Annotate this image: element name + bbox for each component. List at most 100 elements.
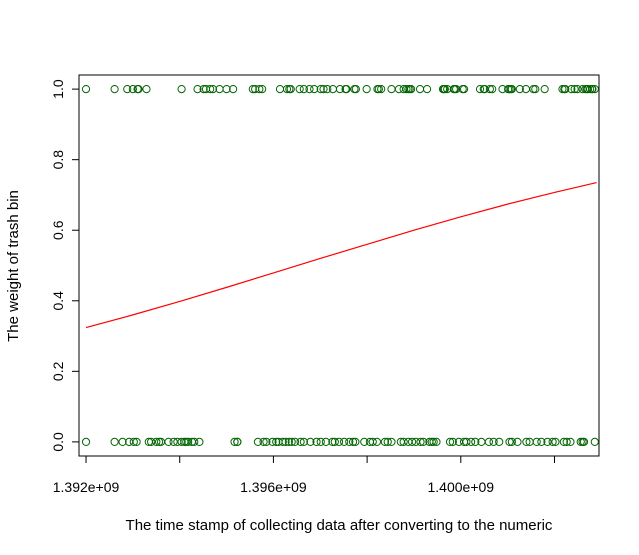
data-point: [281, 437, 290, 446]
data-point: [348, 437, 358, 446]
data-point: [416, 437, 425, 446]
data-point: [351, 437, 360, 446]
data-point: [588, 85, 597, 94]
data-point: [206, 85, 215, 94]
data-point: [407, 437, 417, 446]
y-axis: 0.0 0.2 0.4 0.6 0.8 1.0: [50, 79, 80, 452]
data-point: [484, 437, 494, 446]
data-point: [340, 437, 349, 446]
data-point: [548, 437, 557, 446]
data-point: [345, 437, 354, 446]
data-point: [272, 437, 281, 446]
data-point: [515, 85, 524, 94]
data-point: [259, 437, 268, 446]
data-point: [299, 85, 308, 94]
data-point: [488, 85, 497, 94]
data-point: [537, 437, 546, 446]
data-point: [432, 437, 441, 446]
data-point: [132, 437, 141, 446]
y-tick-label: 0.8: [50, 150, 66, 170]
data-point: [570, 85, 579, 94]
data-point: [258, 85, 267, 94]
data-point: [255, 85, 264, 94]
data-point: [579, 437, 589, 446]
plot-frame: [78, 74, 600, 457]
data-point: [440, 85, 449, 94]
data-point: [452, 85, 461, 94]
data-point: [295, 85, 304, 94]
data-point: [467, 437, 476, 446]
data-point: [334, 437, 344, 446]
data-point: [195, 437, 204, 446]
x-tick-label: 1.400e+09: [428, 479, 495, 495]
data-point: [142, 85, 151, 94]
data-point: [312, 437, 321, 446]
data-point: [248, 85, 257, 94]
data-point: [118, 437, 127, 446]
data-point: [262, 437, 271, 446]
data-point: [475, 85, 485, 94]
data-point: [222, 85, 231, 94]
data-point: [128, 85, 137, 94]
data-point: [387, 85, 396, 94]
data-point: [543, 437, 552, 446]
fitted-curve: [85, 182, 597, 329]
x-tick-label: 1.396e+09: [240, 479, 307, 495]
data-point: [330, 437, 339, 446]
data-point: [407, 85, 416, 94]
data-point: [513, 437, 522, 446]
data-point: [362, 85, 371, 94]
data-point: [471, 437, 480, 446]
data-point: [372, 437, 382, 446]
data-point: [368, 437, 377, 446]
data-point: [316, 437, 325, 446]
data-point: [110, 85, 119, 94]
data-point: [323, 85, 332, 94]
data-point: [296, 437, 305, 446]
data-point: [415, 85, 425, 94]
data-point: [485, 85, 494, 94]
data-point: [532, 437, 541, 446]
data-point: [134, 85, 143, 94]
data-point: [177, 437, 186, 446]
data-point: [190, 437, 199, 446]
data-point: [306, 437, 315, 446]
data-point: [561, 85, 570, 94]
data-point: [429, 437, 438, 446]
data-point: [374, 85, 383, 94]
data-point: [328, 437, 337, 446]
data-point: [590, 437, 599, 446]
data-point: [184, 437, 193, 446]
data-point: [522, 437, 531, 446]
data-point: [177, 85, 186, 94]
data-point: [310, 85, 319, 94]
data-point: [81, 437, 91, 446]
data-point: [495, 437, 504, 446]
data-point: [290, 437, 300, 446]
data-point: [147, 437, 156, 446]
data-point: [282, 85, 292, 94]
data-point: [229, 85, 238, 94]
data-point: [351, 85, 360, 94]
y-tick-label: 0.4: [50, 291, 66, 311]
data-point: [164, 437, 173, 446]
data-point: [152, 437, 161, 446]
data-point: [268, 437, 277, 446]
data-point: [321, 437, 330, 446]
data-point: [562, 437, 571, 446]
data-point: [287, 437, 296, 446]
data-point: [233, 437, 242, 446]
data-point: [445, 437, 455, 446]
y-tick-label: 0.6: [50, 220, 66, 240]
data-point: [335, 85, 345, 94]
data-point: [380, 437, 390, 446]
y-axis-title: The weight of trash bin: [5, 190, 22, 342]
data-point: [422, 85, 432, 94]
data-point: [305, 85, 314, 94]
data-point: [169, 437, 178, 446]
data-point: [284, 437, 293, 446]
data-point: [399, 437, 408, 446]
data-point: [566, 437, 575, 446]
data-point: [360, 437, 369, 446]
data-point: [278, 437, 287, 446]
